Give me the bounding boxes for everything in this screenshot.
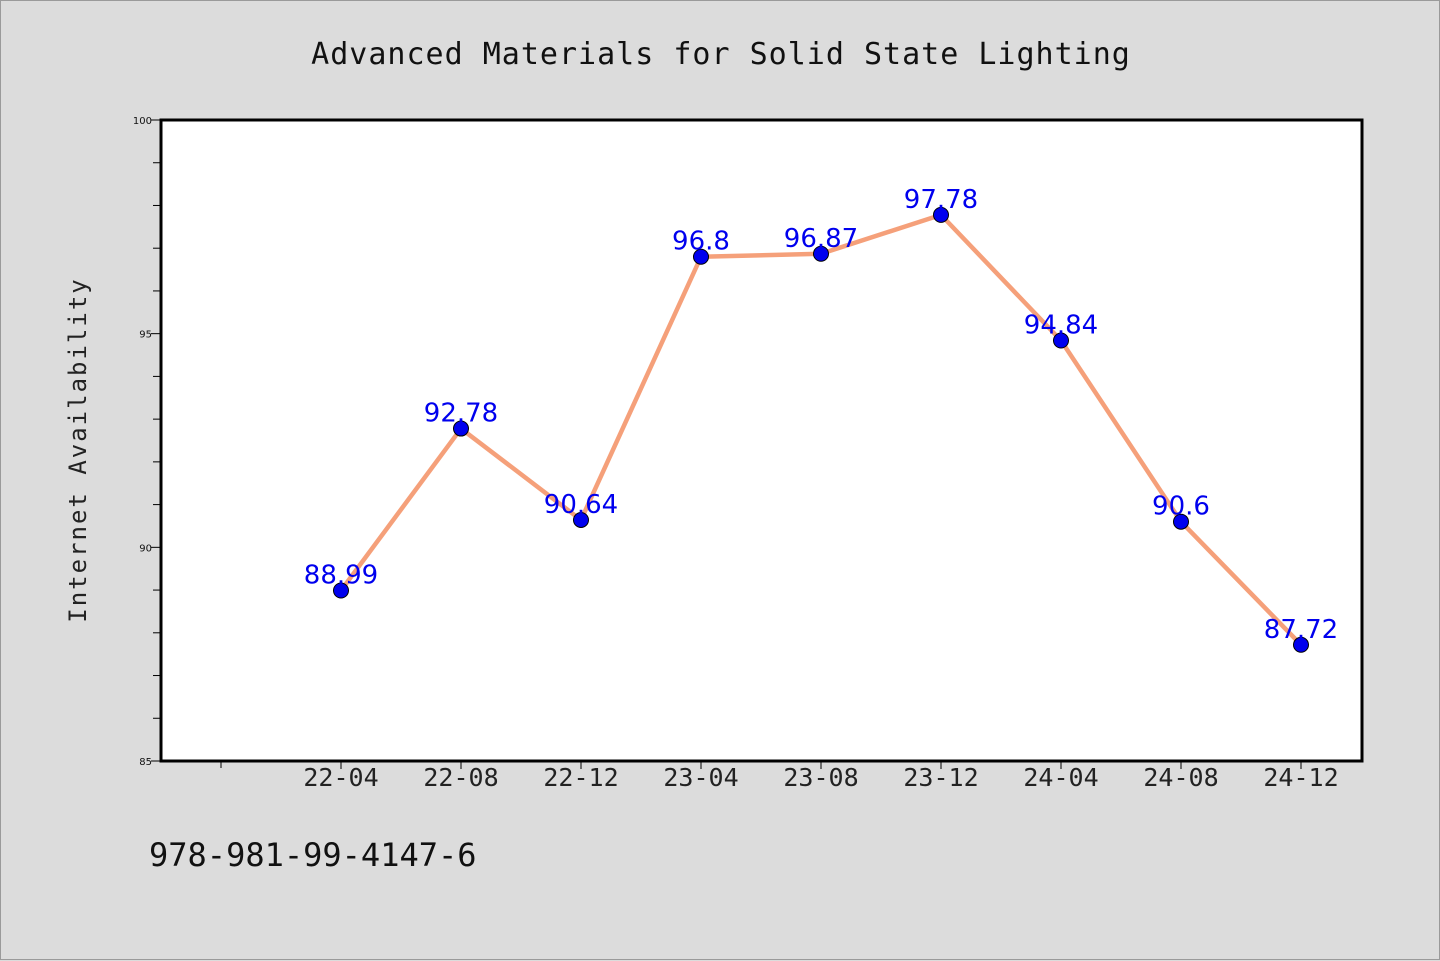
data-labels: 88.99 92.78 90.64 96.8 96.87 97.78 94.84 90.6 87…	[304, 185, 1338, 645]
y-tick-label: 90	[139, 543, 152, 554]
data-point	[1053, 332, 1069, 349]
x-tick-label: 23-08	[783, 763, 858, 792]
x-tick-label: 23-12	[903, 763, 978, 792]
y-tick-label: 85	[139, 757, 152, 768]
data-label: 90.64	[544, 490, 618, 520]
x-tick-label: 22-12	[543, 763, 618, 792]
data-label: 90.6	[1152, 492, 1210, 522]
isbn-footer: 978-981-99-4147-6	[149, 836, 477, 874]
x-tick-label: 24-08	[1143, 763, 1218, 792]
data-point	[1173, 513, 1189, 530]
y-tick-label: 100	[133, 116, 152, 127]
chart-title: Advanced Materials for Solid State Light…	[311, 37, 1131, 72]
data-label: 96.87	[784, 224, 858, 254]
data-point	[333, 582, 349, 599]
data-point	[693, 248, 709, 265]
x-tick-label: 24-12	[1263, 763, 1338, 792]
x-tick-label: 24-04	[1023, 763, 1098, 792]
data-markers	[333, 206, 1309, 653]
x-tick-label: 22-08	[423, 763, 498, 792]
y-axis-label: Internet Availability	[64, 277, 92, 622]
y-tick-label: 95	[139, 330, 152, 341]
data-point	[453, 420, 469, 437]
data-point	[1293, 636, 1309, 653]
data-point	[573, 511, 589, 528]
data-point	[933, 206, 949, 223]
data-label: 87.72	[1264, 615, 1338, 645]
x-axis: 22-04 22-08 22-12 23-04 23-08 23-12 24-04 24-08…	[220, 761, 1339, 792]
x-tick-label: 22-04	[303, 763, 378, 792]
data-label: 88.99	[304, 560, 378, 590]
data-point	[813, 245, 829, 262]
x-tick-label: 23-04	[663, 763, 738, 792]
y-axis: 85 90 95 100	[133, 116, 161, 768]
data-label: 94.84	[1024, 311, 1098, 341]
data-label: 96.8	[672, 227, 730, 257]
plot-area	[159, 118, 1364, 763]
data-label: 92.78	[424, 399, 498, 429]
data-label: 97.78	[904, 185, 978, 215]
